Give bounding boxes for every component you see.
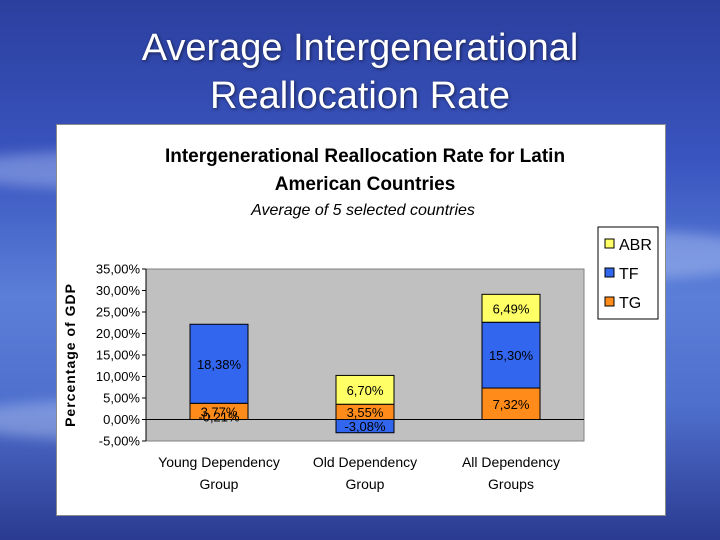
y-tick-label: 15,00% [96,348,141,363]
data-label-tg: 3,77% [201,404,238,419]
bar-tf [335,419,395,434]
legend-swatch-tf [604,267,615,278]
x-category-label-line1: All Dependency [462,454,560,470]
legend-swatch-abr [604,238,615,249]
bar-abr [335,374,395,405]
y-axis-label: Percentage of GDP [62,283,78,427]
y-tick-label: 5,00% [103,391,140,406]
data-label-tg: 3,55% [347,405,384,420]
x-category-label-line1: Old Dependency [313,454,417,470]
x-category-label-line1: Young Dependency [158,454,280,470]
legend-label-tf: TF [619,266,639,283]
legend-swatch-tg [604,296,615,307]
y-tick-label: 35,00% [96,262,141,277]
chart-subtitle: Average of 5 selected countries [250,202,475,219]
data-label-tf: 18,38% [197,357,242,372]
y-tick-label: -5,00% [99,434,141,449]
legend-label-tg: TG [619,295,641,312]
y-tick-label: 0,00% [103,412,140,427]
chart: Intergenerational Reallocation Rate for … [62,146,659,492]
data-label-tf: 15,30% [489,348,534,363]
slide-title: Average Intergenerational Reallocation R… [0,24,720,120]
data-label-abr: 6,49% [493,301,530,316]
chart-title-line1: Intergenerational Reallocation Rate for … [165,146,565,167]
data-label-tg: 7,32% [493,397,530,412]
legend-label-abr: ABR [619,237,652,254]
x-category-label-line2: Group [200,476,239,492]
slide-title-line2: Reallocation Rate [210,75,510,117]
x-category-label-line2: Groups [488,476,534,492]
data-label-tf: -3,08% [344,419,386,434]
chart-frame: Intergenerational Reallocation Rate for … [56,124,666,516]
y-tick-label: 30,00% [96,283,141,298]
bar-tg [481,387,541,420]
bar-tf [481,321,541,389]
bar-tf [189,323,249,404]
y-tick-label: 10,00% [96,369,141,384]
y-tick-label: 20,00% [96,326,141,341]
x-category-label-line2: Group [346,476,385,492]
data-label-extra: -0,21% [198,410,240,425]
bar-abr [481,293,541,323]
chart-title-line2: American Countries [275,174,456,195]
y-tick-label: 25,00% [96,305,141,320]
slide-title-line1: Average Intergenerational [141,27,579,69]
data-label-abr: 6,70% [347,383,384,398]
